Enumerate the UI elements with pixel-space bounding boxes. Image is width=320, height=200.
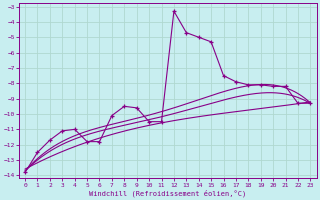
X-axis label: Windchill (Refroidissement éolien,°C): Windchill (Refroidissement éolien,°C) xyxy=(89,189,246,197)
